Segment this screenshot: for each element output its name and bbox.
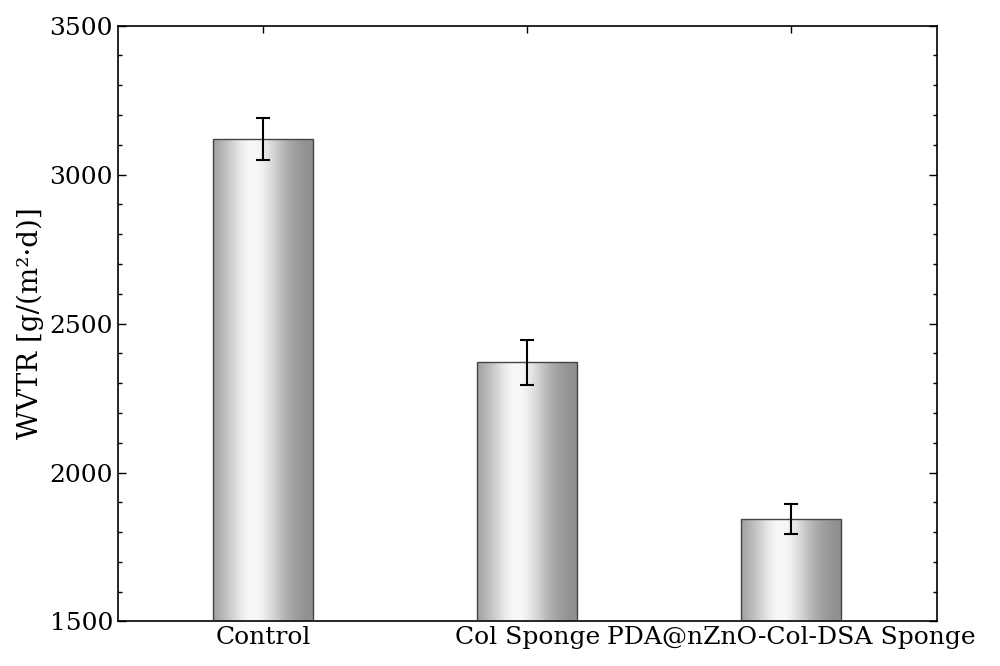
Bar — [741, 519, 841, 621]
Bar — [213, 139, 313, 621]
Y-axis label: WVTR [g/(m²·d)]: WVTR [g/(m²·d)] — [17, 208, 44, 440]
Bar — [477, 362, 577, 621]
